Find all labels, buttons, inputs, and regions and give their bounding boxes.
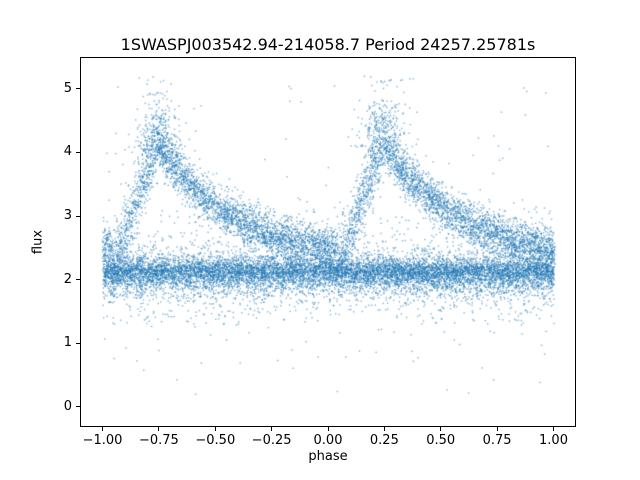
y-tick-label: 4 bbox=[63, 144, 72, 160]
y-tick-label: 1 bbox=[63, 335, 72, 351]
x-tick-label: 0.25 bbox=[369, 433, 399, 448]
y-tick-mark bbox=[76, 342, 80, 344]
y-tick-mark bbox=[76, 88, 80, 90]
y-tick-label: 0 bbox=[63, 398, 72, 414]
y-tick-mark bbox=[76, 151, 80, 153]
x-tick-mark bbox=[496, 427, 498, 431]
x-tick-mark bbox=[327, 427, 329, 431]
x-tick-label: 0.75 bbox=[482, 433, 512, 448]
y-tick-mark bbox=[76, 279, 80, 281]
x-tick-mark bbox=[102, 427, 103, 431]
x-tick-label: −0.50 bbox=[195, 433, 236, 448]
x-tick-label: 0.50 bbox=[426, 433, 456, 448]
x-axis-label: phase bbox=[308, 449, 348, 464]
x-tick-mark bbox=[440, 427, 442, 431]
y-tick-label: 5 bbox=[63, 80, 72, 96]
y-tick-label: 3 bbox=[63, 208, 72, 223]
scatter-points-canvas bbox=[81, 58, 575, 426]
x-tick-mark bbox=[383, 427, 385, 431]
plot-area bbox=[80, 57, 576, 427]
x-tick-label: −0.25 bbox=[251, 433, 292, 448]
y-tick-mark bbox=[76, 215, 80, 217]
y-axis-label: flux bbox=[30, 229, 46, 255]
x-tick-label: 1.00 bbox=[539, 433, 568, 448]
chart-title: 1SWASPJ003542.94-214058.7 Period 24257.2… bbox=[120, 35, 536, 54]
x-tick-label: −1.00 bbox=[82, 433, 123, 448]
x-tick-label: −0.75 bbox=[138, 433, 179, 448]
x-tick-mark bbox=[158, 427, 160, 431]
y-tick-label: 2 bbox=[63, 271, 72, 287]
x-tick-mark bbox=[214, 427, 216, 431]
x-tick-label: 0.00 bbox=[313, 433, 343, 448]
y-tick-mark bbox=[76, 406, 80, 408]
x-tick-mark bbox=[271, 427, 273, 431]
x-tick-mark bbox=[553, 427, 554, 431]
